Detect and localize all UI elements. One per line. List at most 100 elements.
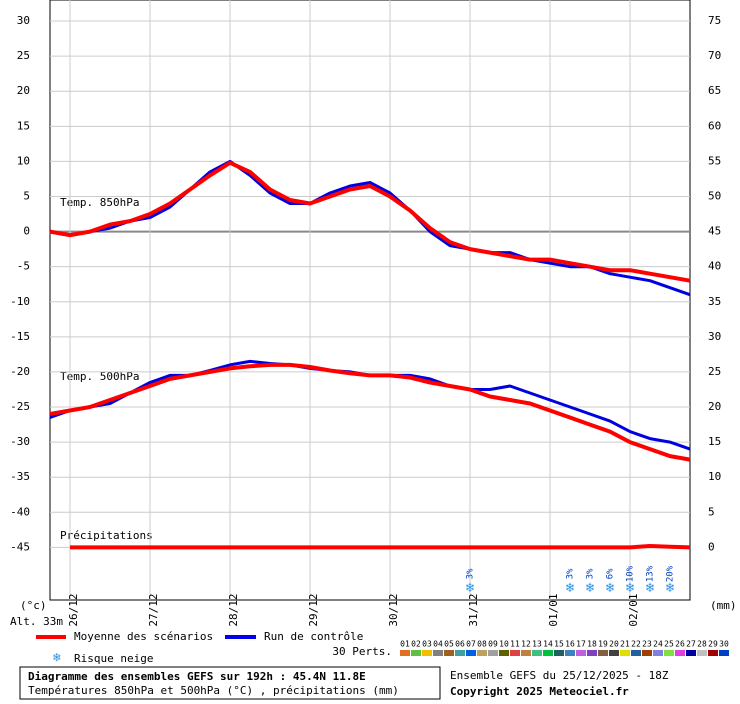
pert-label: 24 — [653, 640, 663, 649]
pert-swatch — [664, 650, 674, 656]
pert-swatch — [675, 650, 685, 656]
pert-label: 19 — [598, 640, 608, 649]
pert-swatch — [444, 650, 454, 656]
snow-icon: ❄ — [586, 580, 595, 596]
y2-tick-label: 55 — [708, 154, 721, 167]
pert-label: 06 — [455, 640, 465, 649]
pert-swatch — [609, 650, 619, 656]
x-tick-label: 31/12 — [467, 593, 480, 626]
y2-tick-label: 60 — [708, 119, 721, 132]
y-tick-label: -20 — [10, 365, 30, 378]
y-tick-label: -15 — [10, 330, 30, 343]
x-tick-label: 01/01 — [547, 593, 560, 626]
pert-label: 08 — [477, 640, 487, 649]
pert-label: 30 — [719, 640, 729, 649]
pert-label: 22 — [631, 640, 641, 649]
pert-label: 28 — [697, 640, 707, 649]
annotation: Temp. 500hPa — [60, 370, 139, 383]
pert-label: 02 — [411, 640, 421, 649]
y-tick-label: -45 — [10, 540, 30, 553]
snow-icon: ❄ — [646, 580, 655, 596]
y-tick-label: -30 — [10, 435, 30, 448]
pert-swatch — [455, 650, 465, 656]
legend-label: Moyenne des scénarios — [74, 630, 213, 643]
y2-tick-label: 50 — [708, 189, 721, 202]
pert-swatch — [554, 650, 564, 656]
pert-swatch — [532, 650, 542, 656]
y2-tick-label: 75 — [708, 14, 721, 27]
info-box — [19, 666, 441, 700]
snow-risk-label: 20% — [666, 565, 676, 582]
snow-icon: ❄ — [606, 580, 615, 596]
y-tick-label: -40 — [10, 505, 30, 518]
subtitle: Températures 850hPa et 500hPa (°C) , pré… — [28, 684, 399, 697]
legend-label: Risque neige — [74, 652, 153, 665]
y2-tick-label: 25 — [708, 365, 721, 378]
y2-tick-label: 65 — [708, 84, 721, 97]
title: Diagramme des ensembles GEFS sur 192h : … — [28, 670, 366, 683]
plot-frame — [49, 0, 691, 601]
y2-tick-label: 10 — [708, 470, 721, 483]
pert-swatch — [587, 650, 597, 656]
pert-swatch — [719, 650, 729, 656]
snow-risk-label: 6% — [606, 568, 616, 579]
y-tick-label: 10 — [17, 154, 30, 167]
perts-label: 30 Perts. — [332, 645, 392, 658]
series-line — [49, 362, 691, 462]
snow-icon: ❄ — [666, 580, 675, 596]
y2-tick-label: 35 — [708, 295, 721, 308]
pert-label: 29 — [708, 640, 718, 649]
pert-swatch — [576, 650, 586, 656]
y2-tick-label: 0 — [708, 540, 715, 553]
y2-tick-label: 5 — [708, 505, 715, 518]
snow-risk-label: 3% — [566, 568, 576, 579]
snow-risk-label: 10% — [626, 565, 636, 582]
pert-label: 14 — [543, 640, 553, 649]
pert-label: 10 — [499, 640, 509, 649]
pert-label: 18 — [587, 640, 597, 649]
pert-label: 07 — [466, 640, 476, 649]
pert-swatch — [433, 650, 443, 656]
pert-swatch — [642, 650, 652, 656]
pert-swatch — [400, 650, 410, 656]
y-tick-label: 0 — [23, 225, 30, 238]
pert-label: 13 — [532, 640, 542, 649]
y2-tick-label: 45 — [708, 225, 721, 238]
y-tick-label: 30 — [17, 14, 30, 27]
pert-swatch — [653, 650, 663, 656]
pert-label: 26 — [675, 640, 685, 649]
pert-swatch — [521, 650, 531, 656]
pert-swatch — [543, 650, 553, 656]
pert-label: 25 — [664, 640, 674, 649]
altitude: Alt. 33m — [10, 615, 63, 628]
x-tick-label: 29/12 — [307, 593, 320, 626]
snow-icon: ❄ — [566, 580, 575, 596]
y2-tick-label: 15 — [708, 435, 721, 448]
pert-swatch — [466, 650, 476, 656]
y-label: (°c) — [20, 599, 47, 612]
y2-tick-label: 40 — [708, 260, 721, 273]
series-line — [70, 544, 691, 550]
annotation: Temp. 850hPa — [60, 196, 139, 209]
pert-label: 17 — [576, 640, 586, 649]
x-tick-label: 26/12 — [67, 593, 80, 626]
pert-label: 05 — [444, 640, 454, 649]
pert-label: 21 — [620, 640, 630, 649]
y-tick-label: -25 — [10, 400, 30, 413]
x-tick-label: 30/12 — [387, 593, 400, 626]
pert-label: 04 — [433, 640, 443, 649]
snow-risk-label: 13% — [646, 565, 656, 582]
pert-label: 15 — [554, 640, 564, 649]
pert-swatch — [631, 650, 641, 656]
pert-swatch — [598, 650, 608, 656]
pert-label: 16 — [565, 640, 575, 649]
pert-swatch — [477, 650, 487, 656]
pert-swatch — [708, 650, 718, 656]
copyright: Copyright 2025 Meteociel.fr — [450, 685, 629, 698]
run-info: Ensemble GEFS du 25/12/2025 - 18Z — [450, 669, 669, 682]
snow-risk-label: 3% — [586, 568, 596, 579]
pert-swatch — [697, 650, 707, 656]
snow-risk-label: 3% — [466, 568, 476, 579]
pert-swatch — [510, 650, 520, 656]
